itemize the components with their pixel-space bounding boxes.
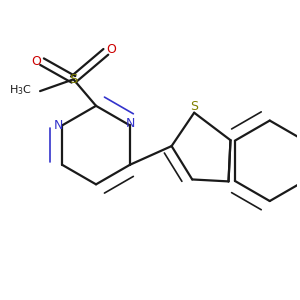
Text: O: O bbox=[106, 44, 116, 56]
Text: N: N bbox=[125, 117, 135, 130]
Text: N: N bbox=[53, 119, 63, 132]
Text: H$_3$C: H$_3$C bbox=[9, 83, 32, 97]
Text: S: S bbox=[190, 100, 198, 113]
Text: S: S bbox=[69, 73, 78, 86]
Text: O: O bbox=[31, 55, 41, 68]
